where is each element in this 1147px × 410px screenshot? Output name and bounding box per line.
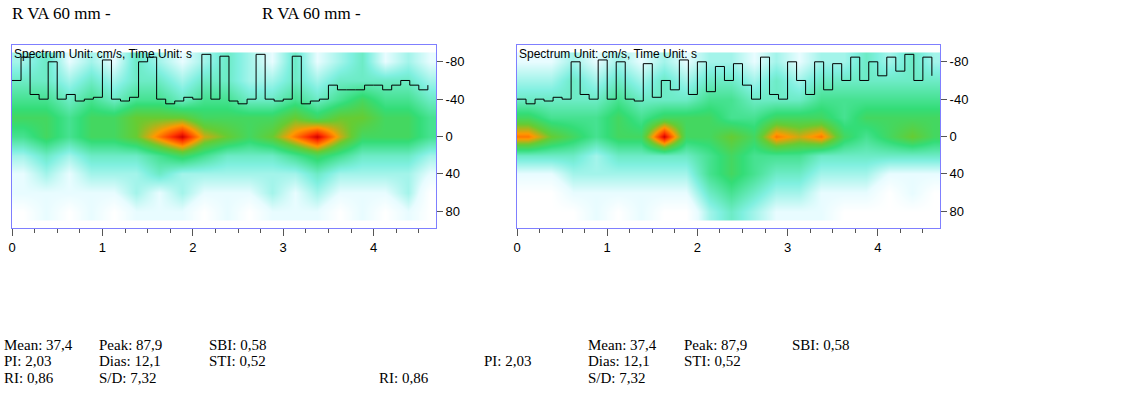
html-text:S/D: 7,32: S/D: 7,32 — [588, 370, 646, 386]
html-text:Peak: 87,9: Peak: 87,9 — [684, 337, 748, 353]
svg-text:Spectrum Unit: cm/s, Time Unit: Spectrum Unit: cm/s, Time Unit: s — [519, 47, 697, 61]
svg-text:4: 4 — [370, 240, 377, 255]
svg-text:0: 0 — [8, 240, 15, 255]
html-text:PI: 2,03: PI: 2,03 — [4, 353, 52, 369]
html-text:Mean: 37,4: Mean: 37,4 — [588, 337, 657, 353]
svg-text:1: 1 — [99, 240, 106, 255]
svg-text:80: 80 — [446, 204, 460, 219]
svg-text:Spectrum Unit: cm/s, Time Unit: Spectrum Unit: cm/s, Time Unit: s — [14, 47, 192, 61]
svg-text:-80: -80 — [446, 54, 465, 69]
svg-text:2: 2 — [694, 240, 701, 255]
svg-text:0: 0 — [446, 129, 453, 144]
html-text:SBI: 0,58: SBI: 0,58 — [792, 337, 850, 353]
svg-text:-40: -40 — [950, 92, 969, 107]
html-text:R VA 60 mm -: R VA 60 mm - — [12, 4, 111, 23]
html-text:SBI: 0,58: SBI: 0,58 — [209, 337, 267, 353]
html-text:Dias: 12,1: Dias: 12,1 — [588, 353, 650, 369]
html-text:PI: 2,03: PI: 2,03 — [484, 353, 532, 369]
svg-text:3: 3 — [280, 240, 287, 255]
html-text:RI: 0,86: RI: 0,86 — [379, 370, 429, 386]
html-text:Mean: 37,4: Mean: 37,4 — [4, 337, 73, 353]
svg-text:40: 40 — [950, 166, 964, 181]
svg-text:0: 0 — [513, 240, 520, 255]
svg-text:80: 80 — [950, 204, 964, 219]
svg-text:40: 40 — [446, 166, 460, 181]
html-text:RI: 0,86: RI: 0,86 — [4, 370, 54, 386]
svg-text:4: 4 — [874, 240, 881, 255]
svg-text:-80: -80 — [950, 54, 969, 69]
html-text:R VA 60 mm -: R VA 60 mm - — [262, 4, 361, 23]
svg-text:0: 0 — [950, 129, 957, 144]
svg-text:3: 3 — [784, 240, 791, 255]
html-text:Peak: 87,9: Peak: 87,9 — [99, 337, 163, 353]
html-text:STI: 0,52: STI: 0,52 — [684, 353, 741, 369]
html-text:Dias: 12,1: Dias: 12,1 — [99, 353, 161, 369]
html-text:S/D: 7,32: S/D: 7,32 — [99, 370, 157, 386]
svg-text:-40: -40 — [446, 92, 465, 107]
svg-text:2: 2 — [189, 240, 196, 255]
svg-text:1: 1 — [604, 240, 611, 255]
html-text:STI: 0,52: STI: 0,52 — [209, 353, 266, 369]
